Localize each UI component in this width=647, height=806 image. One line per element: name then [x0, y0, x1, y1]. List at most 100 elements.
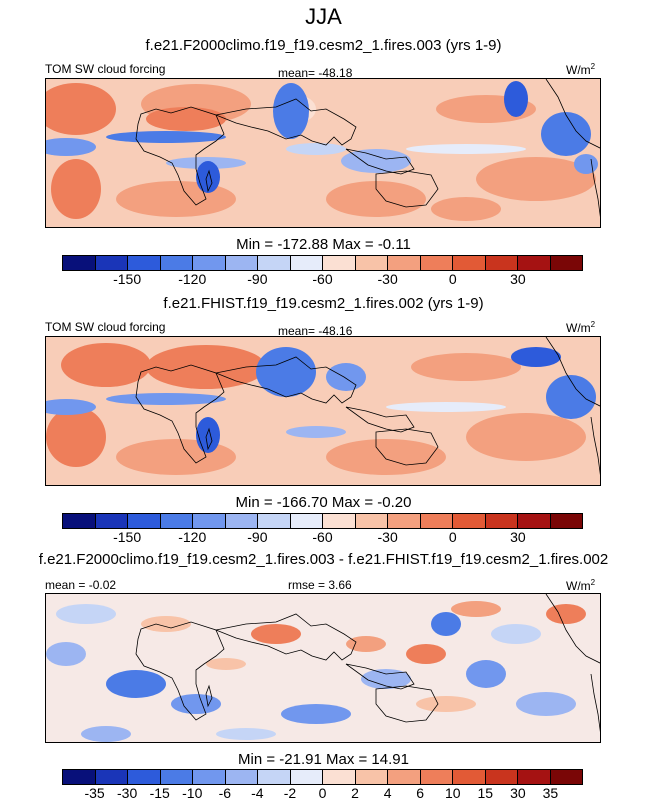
colorbar-box: [160, 770, 193, 784]
panel-3-title: f.e21.F2000climo.f19_f19.cesm2_1.fires.0…: [38, 551, 609, 568]
colorbar-tick-label: -30: [377, 529, 398, 545]
colorbar-box: [485, 770, 518, 784]
panel-1-units: W/m2: [566, 62, 596, 77]
panel-3-map-field: [46, 594, 600, 742]
panel-2-mean-label: mean= -48.16: [278, 324, 353, 338]
panel-3-map: [45, 593, 601, 743]
colorbar-tick-label: 4: [383, 785, 392, 801]
colorbar-box: [518, 256, 551, 270]
panel-2-map-field: [46, 337, 600, 485]
panel-3-rmse-label: rmse = 3.66: [288, 578, 352, 592]
colorbar-box: [388, 514, 421, 528]
colorbar-box: [420, 256, 453, 270]
colorbar-box: [485, 256, 518, 270]
panel-2-minmax: Min = -166.70 Max = -0.20: [235, 494, 412, 511]
panel-3-minmax: Min = -21.91 Max = 14.91: [238, 751, 409, 768]
panel-2-map: [45, 336, 601, 486]
colorbar-box: [193, 770, 226, 784]
colorbar-box: [355, 256, 388, 270]
panel-3-mean-label: mean = -0.02: [45, 578, 117, 592]
colorbar-box: [355, 770, 388, 784]
colorbar-tick-label: -90: [247, 529, 268, 545]
panel-1-map-field: [46, 79, 600, 227]
colorbar-box: [95, 770, 128, 784]
colorbar-tick-label: -90: [247, 271, 268, 287]
colorbar-box: [323, 514, 356, 528]
colorbar-box: [160, 256, 193, 270]
panel-2-variable-label: TOM SW cloud forcing: [45, 320, 166, 334]
colorbar-box: [193, 514, 226, 528]
colorbar-box: [63, 770, 96, 784]
colorbar-tick-label: -30: [377, 271, 398, 287]
colorbar-tick-label: 6: [416, 785, 425, 801]
panel-2-title: f.e21.FHIST.f19_f19.cesm2_1.fires.002 (y…: [163, 295, 484, 312]
colorbar-box: [453, 256, 486, 270]
colorbar-box: [355, 514, 388, 528]
colorbar-box: [518, 514, 551, 528]
colorbar-tick-label: -2: [283, 785, 297, 801]
colorbar-box: [550, 770, 582, 784]
colorbar-tick-label: -10: [182, 785, 203, 801]
panel-1-colorbar-labels: -150 -120 -90 -60 -30 0 30: [62, 271, 583, 289]
colorbar-box: [290, 770, 323, 784]
colorbar-tick-label: -150: [113, 271, 142, 287]
colorbar-box: [95, 256, 128, 270]
colorbar-box: [225, 514, 258, 528]
colorbar-tick-label: -4: [251, 785, 264, 801]
colorbar-tick-label: 30: [510, 271, 526, 287]
panel-1-mean-label: mean= -48.18: [278, 66, 353, 80]
panel-3-colorbar: [62, 769, 583, 785]
colorbar-box: [95, 514, 128, 528]
colorbar-tick-label: 0: [318, 785, 327, 801]
panel-2-colorbar: [62, 513, 583, 529]
colorbar-tick-label: -60: [312, 529, 333, 545]
colorbar-tick-label: 10: [444, 785, 461, 801]
colorbar-box: [323, 256, 356, 270]
colorbar-box: [420, 770, 453, 784]
panel-1-map: [45, 78, 601, 228]
colorbar-tick-label: 0: [448, 271, 457, 287]
colorbar-box: [258, 514, 291, 528]
colorbar-box: [420, 514, 453, 528]
season-title: JJA: [305, 4, 342, 29]
colorbar-box: [225, 770, 258, 784]
colorbar-box: [388, 256, 421, 270]
colorbar-box: [225, 256, 258, 270]
colorbar-box: [290, 514, 323, 528]
colorbar-box: [128, 256, 161, 270]
colorbar-box: [63, 256, 96, 270]
colorbar-tick-label: 30: [510, 785, 526, 801]
colorbar-box: [453, 770, 486, 784]
panel-1-minmax: Min = -172.88 Max = -0.11: [236, 236, 411, 253]
colorbar-box: [388, 770, 421, 784]
panel-2-colorbar-labels: -150 -120 -90 -60 -30 0 30: [62, 529, 583, 547]
colorbar-box: [258, 256, 291, 270]
colorbar-box: [193, 256, 226, 270]
colorbar-tick-label: 2: [351, 785, 359, 801]
colorbar-tick-label: 0: [448, 529, 457, 545]
colorbar-tick-label: -15: [149, 785, 170, 801]
colorbar-box: [453, 514, 486, 528]
colorbar-tick-label: -35: [84, 785, 105, 801]
colorbar-tick-label: 30: [510, 529, 526, 545]
panel-3-colorbar-labels: -35 -30 -15 -10 -6 -4 -2 0 2 4 6 10 15 30 35: [62, 785, 583, 803]
colorbar-tick-label: -120: [178, 529, 207, 545]
colorbar-box: [128, 514, 161, 528]
colorbar-tick-label: 15: [477, 785, 494, 801]
colorbar-box: [550, 514, 582, 528]
colorbar-box: [128, 770, 161, 784]
colorbar-box: [258, 770, 291, 784]
panel-3-units: W/m2: [566, 578, 596, 593]
colorbar-box: [518, 770, 551, 784]
colorbar-box: [550, 256, 582, 270]
panel-1-colorbar: [62, 255, 583, 271]
colorbar-tick-label: 35: [542, 785, 559, 801]
colorbar-tick-label: -60: [312, 271, 333, 287]
panel-1-title: f.e21.F2000climo.f19_f19.cesm2_1.fires.0…: [145, 37, 502, 54]
panel-1-variable-label: TOM SW cloud forcing: [45, 62, 166, 76]
colorbar-box: [63, 514, 96, 528]
colorbar-box: [485, 514, 518, 528]
colorbar-tick-label: -6: [218, 785, 232, 801]
panel-2-units: W/m2: [566, 320, 596, 335]
colorbar-box: [160, 514, 193, 528]
